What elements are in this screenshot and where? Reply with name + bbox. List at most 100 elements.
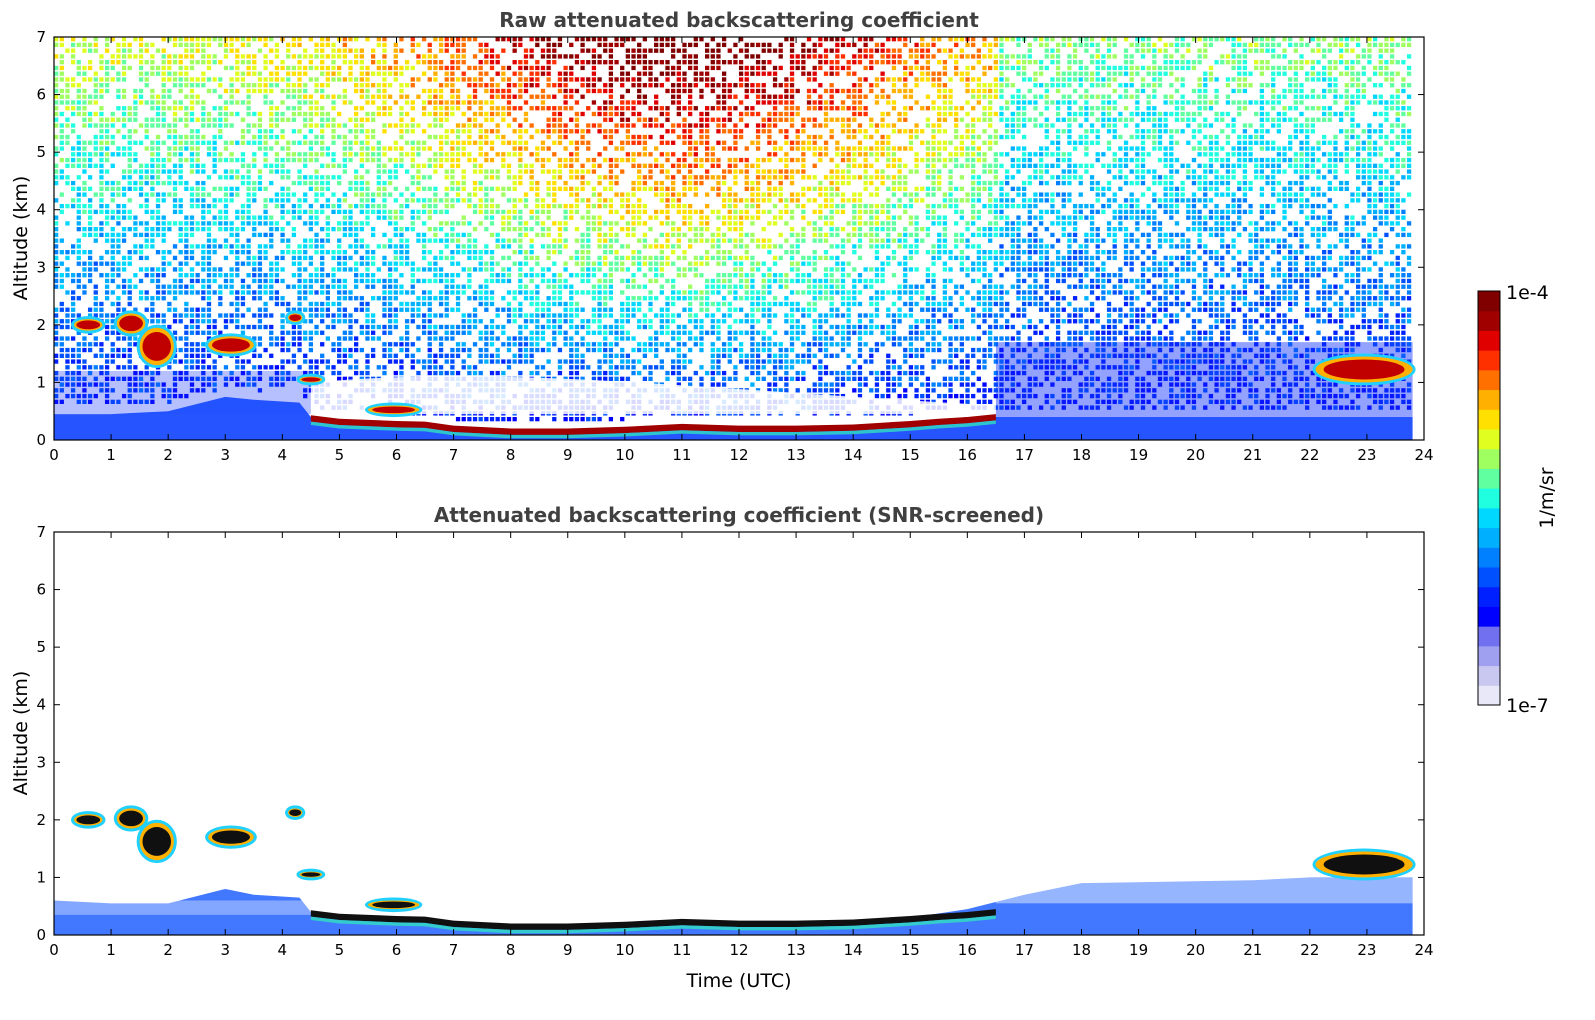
x-tick-label: 21 bbox=[1243, 446, 1262, 464]
colorbar-cell bbox=[1478, 606, 1500, 627]
colorbar-cell bbox=[1478, 448, 1500, 469]
cloud-patch bbox=[113, 310, 149, 337]
cloud-patch bbox=[136, 819, 177, 864]
x-tick-label: 7 bbox=[449, 941, 459, 959]
x-tick-label: 13 bbox=[787, 941, 806, 959]
colorbar-cell bbox=[1478, 665, 1500, 686]
colorbar-cell bbox=[1478, 507, 1500, 529]
x-tick-label: 11 bbox=[672, 446, 691, 464]
x-tick-label: 17 bbox=[1015, 941, 1034, 959]
x-tick-label: 16 bbox=[958, 941, 977, 959]
plot-area bbox=[54, 805, 1416, 935]
colorbar-cell bbox=[1478, 291, 1500, 312]
cloud-patch bbox=[1312, 353, 1416, 386]
x-tick-label: 8 bbox=[506, 941, 516, 959]
x-tick-label: 12 bbox=[729, 446, 748, 464]
y-axis-label: Altitude (km) bbox=[10, 176, 32, 301]
aerosol-layer bbox=[310, 414, 996, 435]
y-tick-label: 7 bbox=[36, 523, 46, 541]
chart-panel-screened: Attenuated backscattering coefficient (S… bbox=[10, 503, 1434, 992]
colorbar-cell bbox=[1478, 685, 1500, 706]
x-tick-label: 15 bbox=[901, 446, 920, 464]
x-tick-label: 2 bbox=[163, 446, 173, 464]
y-tick-label: 1 bbox=[36, 868, 46, 886]
x-tick-label: 20 bbox=[1186, 941, 1205, 959]
x-tick-label: 1 bbox=[106, 446, 116, 464]
colorbar-cell bbox=[1478, 488, 1500, 509]
y-tick-label: 6 bbox=[36, 86, 46, 104]
x-tick-label: 3 bbox=[220, 941, 230, 959]
colorbar-cell bbox=[1478, 409, 1500, 430]
x-tick-label: 4 bbox=[278, 446, 288, 464]
x-tick-label: 15 bbox=[901, 941, 920, 959]
cloud-patch bbox=[70, 316, 106, 334]
cloud-patch bbox=[364, 897, 423, 913]
y-tick-label: 6 bbox=[36, 581, 46, 599]
y-tick-label: 3 bbox=[36, 753, 46, 771]
x-tick-label: 11 bbox=[672, 941, 691, 959]
y-tick-label: 5 bbox=[36, 638, 46, 656]
x-axis-label: Time (UTC) bbox=[685, 970, 791, 992]
cloud-patch bbox=[285, 805, 306, 820]
y-tick-label: 2 bbox=[36, 316, 46, 334]
aerosol-layer bbox=[310, 909, 996, 930]
x-tick-label: 6 bbox=[392, 941, 402, 959]
cloud-patch bbox=[136, 324, 177, 369]
cloud-patch bbox=[205, 333, 257, 357]
x-tick-label: 10 bbox=[615, 941, 634, 959]
cloud-patch bbox=[205, 825, 257, 849]
colorbar-cell bbox=[1478, 330, 1500, 351]
colorbar-cell bbox=[1478, 310, 1500, 331]
x-tick-label: 3 bbox=[220, 446, 230, 464]
x-tick-label: 14 bbox=[844, 941, 863, 959]
y-tick-label: 3 bbox=[36, 258, 46, 276]
x-tick-label: 24 bbox=[1414, 941, 1433, 959]
x-tick-label: 12 bbox=[729, 941, 748, 959]
x-tick-label: 9 bbox=[563, 941, 573, 959]
x-tick-label: 19 bbox=[1129, 941, 1148, 959]
colorbar-unit-label: 1/m/sr bbox=[1536, 467, 1558, 528]
x-tick-label: 4 bbox=[278, 941, 288, 959]
cloud-patch bbox=[285, 310, 306, 325]
x-tick-label: 22 bbox=[1300, 941, 1319, 959]
y-axis-label: Altitude (km) bbox=[10, 671, 32, 796]
cloud-patch bbox=[296, 373, 326, 386]
x-tick-label: 13 bbox=[787, 446, 806, 464]
colorbar-gradient bbox=[1478, 291, 1500, 706]
x-tick-label: 8 bbox=[506, 446, 516, 464]
y-tick-label: 1 bbox=[36, 373, 46, 391]
y-tick-label: 0 bbox=[36, 431, 46, 449]
colorbar-cell bbox=[1478, 547, 1500, 568]
y-tick-label: 4 bbox=[36, 201, 46, 219]
x-tick-label: 5 bbox=[335, 446, 345, 464]
x-tick-label: 24 bbox=[1414, 446, 1433, 464]
noise-field bbox=[54, 37, 1413, 422]
x-tick-label: 16 bbox=[958, 446, 977, 464]
y-tick-label: 5 bbox=[36, 143, 46, 161]
x-tick-label: 17 bbox=[1015, 446, 1034, 464]
cloud-patch bbox=[1312, 848, 1416, 881]
axes: 0 1 2 3 4 5 6 7 8 9 10 11 12 13 14 15 16 17 18 19 20 21 22 23 24… bbox=[36, 523, 1433, 959]
colorbar: 1e-4 1e-7 1/m/sr bbox=[1477, 282, 1558, 717]
cloud-patch bbox=[113, 805, 149, 832]
y-tick-label: 7 bbox=[36, 28, 46, 46]
x-tick-label: 21 bbox=[1243, 941, 1262, 959]
colorbar-cell bbox=[1478, 350, 1500, 371]
x-tick-label: 22 bbox=[1300, 446, 1319, 464]
cloud-patch bbox=[70, 811, 106, 829]
colorbar-cell bbox=[1478, 567, 1500, 588]
colorbar-max-label: 1e-4 bbox=[1506, 282, 1549, 304]
colorbar-min-label: 1e-7 bbox=[1506, 695, 1549, 717]
colorbar-cell bbox=[1478, 626, 1500, 647]
chart-title: Attenuated backscattering coefficient (S… bbox=[434, 503, 1044, 527]
colorbar-cell bbox=[1478, 645, 1500, 667]
x-tick-label: 7 bbox=[449, 446, 459, 464]
x-tick-label: 1 bbox=[106, 941, 116, 959]
chart-title: Raw attenuated backscattering coefficien… bbox=[499, 8, 979, 32]
x-tick-label: 20 bbox=[1186, 446, 1205, 464]
x-tick-label: 23 bbox=[1357, 941, 1376, 959]
colorbar-cell bbox=[1478, 389, 1500, 410]
cloud-patch bbox=[364, 402, 423, 418]
x-tick-label: 6 bbox=[392, 446, 402, 464]
